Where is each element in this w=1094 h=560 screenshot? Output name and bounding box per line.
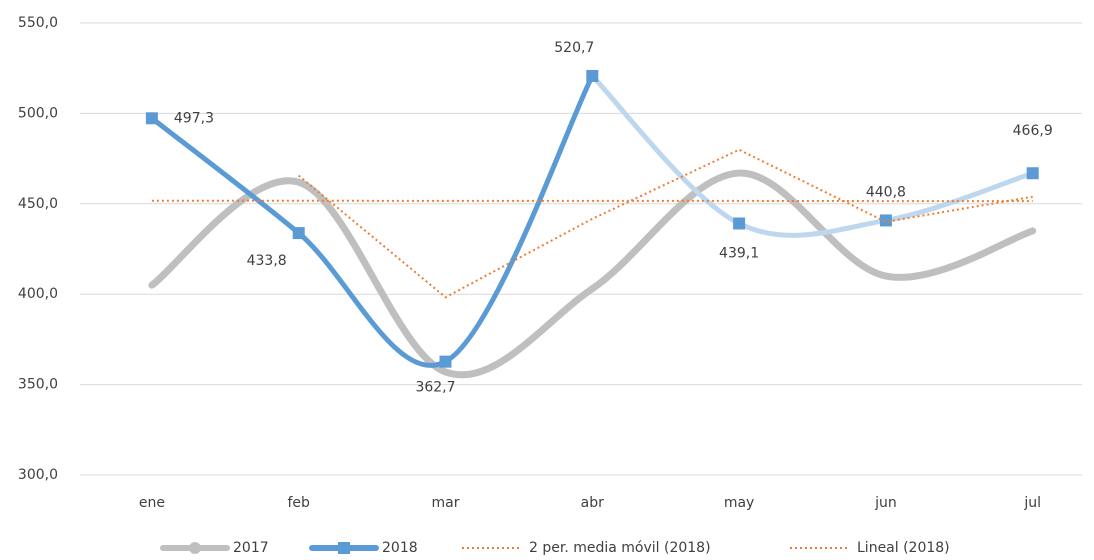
marker [586, 69, 599, 82]
x-tick-label: mar [432, 495, 460, 511]
legend-label: 2017 [233, 540, 269, 556]
series-line [589, 73, 1036, 238]
marker [145, 112, 158, 125]
x-tick-label: jun [874, 495, 897, 511]
y-tick-label: 300,0 [18, 467, 58, 483]
series-line [149, 73, 595, 368]
legend-label: 2 per. media móvil (2018) [529, 540, 711, 556]
marker [439, 355, 452, 368]
data-label: 362,7 [415, 380, 455, 396]
marker [292, 227, 305, 240]
marker [733, 217, 746, 230]
y-tick-label: 550,0 [18, 15, 58, 31]
series-line [148, 169, 1037, 379]
x-tick-label: ene [139, 495, 165, 511]
marker [879, 214, 892, 227]
legend-marker [338, 542, 350, 554]
data-label: 439,1 [719, 246, 759, 262]
x-tick-label: feb [287, 495, 310, 511]
y-tick-label: 500,0 [18, 105, 58, 121]
x-tick-label: may [724, 495, 755, 511]
legend-label: 2018 [382, 540, 418, 556]
y-tick-label: 450,0 [18, 196, 58, 212]
data-label: 433,8 [247, 253, 287, 269]
legend-marker [189, 542, 201, 554]
x-tick-label: jul [1023, 495, 1041, 511]
data-label: 497,3 [174, 110, 214, 126]
data-label: 520,7 [554, 40, 594, 56]
legend-label: Lineal (2018) [857, 540, 950, 556]
y-tick-label: 350,0 [18, 377, 58, 393]
x-tick-label: abr [581, 495, 604, 511]
data-label: 466,9 [1013, 123, 1053, 139]
marker [1026, 167, 1039, 180]
data-label: 440,8 [866, 184, 906, 200]
y-tick-label: 400,0 [18, 286, 58, 302]
